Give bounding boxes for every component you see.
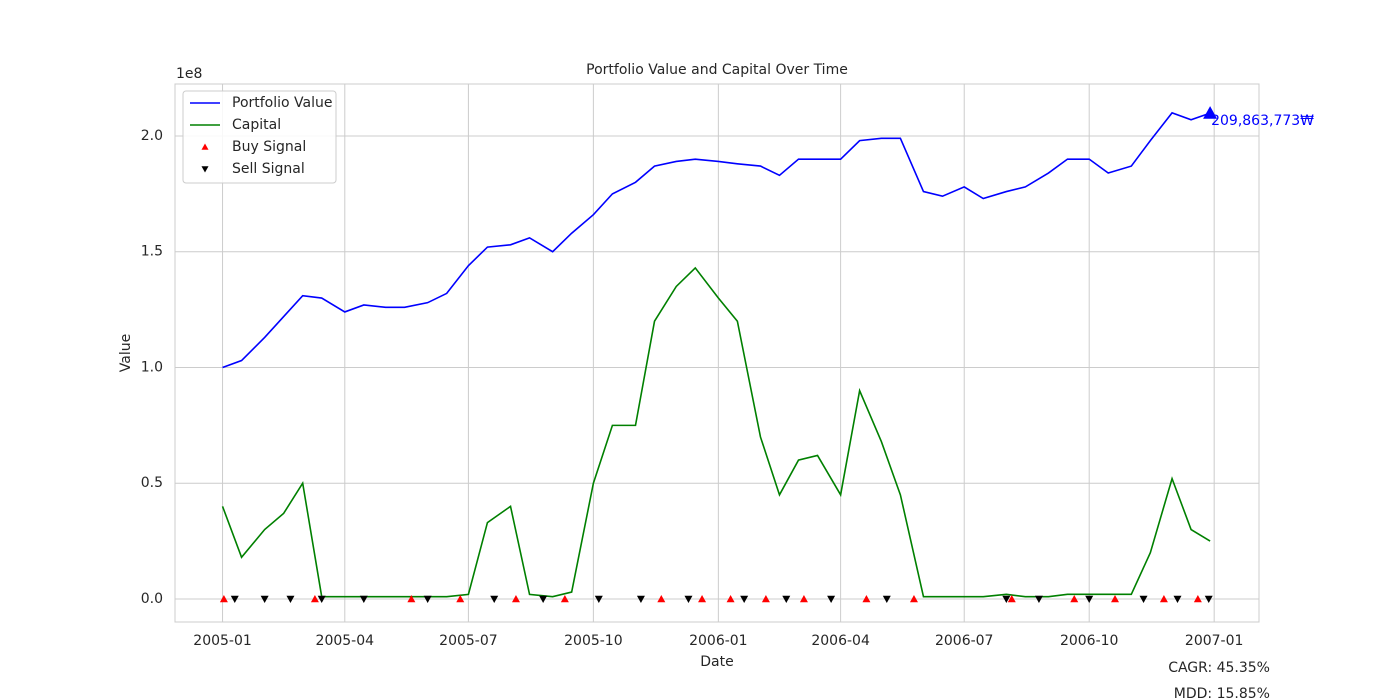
x-tick-label: 2006-01 (689, 633, 748, 649)
line (221, 266, 1211, 598)
signal-marker (260, 595, 269, 603)
chart-title: Portfolio Value and Capital Over Time (586, 62, 848, 78)
plot-frame (174, 83, 1260, 623)
signal-marker (1002, 595, 1011, 603)
legend-label: Buy Signal (232, 139, 306, 155)
metric: CAGR: 45.35% (1168, 660, 1270, 676)
signal-marker (657, 594, 666, 603)
signal-marker (1070, 594, 1079, 603)
signal-marker (862, 594, 871, 603)
signal-marker (684, 595, 693, 603)
signal-marker (1111, 594, 1120, 603)
signal-marker (761, 594, 770, 603)
signal-marker (1204, 595, 1213, 603)
signal-marker (799, 594, 808, 603)
x-tick-label: 2007-01 (1185, 633, 1244, 649)
legend-label: Portfolio Value (232, 95, 333, 111)
signal-marker (698, 594, 707, 603)
signal-marker (1193, 594, 1202, 603)
signal-marker (1173, 595, 1182, 603)
legend-swatch (201, 166, 209, 173)
signal-marker (1139, 595, 1148, 603)
signal-marker (1159, 594, 1168, 603)
x-tick-label: 2005-10 (564, 633, 623, 649)
signal-marker (726, 594, 735, 603)
y-tick-label: 0.5 (141, 475, 163, 491)
signal-marker (359, 595, 368, 603)
y-tick-label: 0.0 (141, 591, 163, 607)
metric: MDD: 15.85% (1174, 686, 1270, 700)
signal-marker (317, 595, 326, 603)
x-tick-label: 2005-04 (316, 633, 375, 649)
signal-marker (882, 595, 891, 603)
signal-marker (827, 595, 836, 603)
y-tick-label: 2.0 (141, 128, 163, 144)
annotation-marker (1203, 106, 1218, 119)
y-tick-label: 1.5 (141, 244, 163, 260)
signal-marker (1007, 594, 1016, 603)
signal-marker (407, 594, 416, 603)
legend-swatch (201, 143, 209, 150)
signal-marker (310, 594, 319, 603)
signal-marker (286, 595, 295, 603)
legend-label: Capital (232, 117, 281, 133)
x-tick-label: 2006-10 (1060, 633, 1119, 649)
legend-label: Sell Signal (232, 161, 305, 177)
x-tick-label: 2006-04 (811, 633, 870, 649)
signal-marker (740, 595, 749, 603)
signal-marker (230, 595, 239, 603)
signal-marker (423, 595, 432, 603)
signal-marker (511, 594, 520, 603)
signal-marker (636, 595, 645, 603)
signal-marker (1034, 595, 1043, 603)
signal-marker (490, 595, 499, 603)
line (222, 111, 1211, 369)
x-tick-label: 2005-07 (439, 633, 498, 649)
signal-marker (456, 594, 465, 603)
y-axis-label: Value (118, 334, 134, 372)
signal-marker (219, 594, 228, 603)
signal-marker (560, 594, 569, 603)
y-tick-label: 1.0 (141, 359, 163, 375)
x-axis-label: Date (700, 654, 733, 670)
signal-marker (909, 594, 918, 603)
legend-box (182, 90, 337, 184)
signal-marker (539, 595, 548, 603)
x-tick-label: 2006-07 (935, 633, 994, 649)
signal-marker (782, 595, 791, 603)
annotation-label: 209,863,773₩ (1211, 113, 1314, 129)
signal-marker (594, 595, 603, 603)
x-tick-label: 2005-01 (193, 633, 252, 649)
y-offset-label: 1e8 (176, 66, 202, 82)
signal-marker (1085, 595, 1094, 603)
